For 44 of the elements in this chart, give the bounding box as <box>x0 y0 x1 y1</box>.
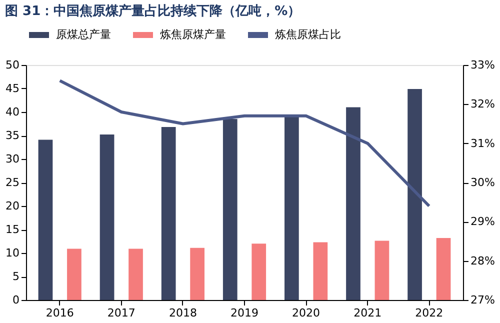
bar <box>67 248 82 300</box>
y2-tick-label: 28% <box>470 254 495 268</box>
y-tick-label: 50 <box>6 58 20 72</box>
bar <box>408 88 422 300</box>
y2-tick-label: 29% <box>470 215 495 228</box>
chart-title: 图 31：中国焦原煤产量占比持续下降（亿吨，%） <box>5 3 301 19</box>
bar <box>313 242 328 300</box>
y-tick-label: 10 <box>6 246 20 260</box>
bar <box>436 238 451 300</box>
bar <box>128 248 143 300</box>
line-series <box>58 79 431 208</box>
y-tick-label: 35 <box>6 129 20 142</box>
y-tick-label: 45 <box>6 82 20 95</box>
bar <box>161 127 176 300</box>
y-tick-label: 5 <box>12 270 20 283</box>
y2-tick-label: 33% <box>470 58 495 72</box>
x-tick-label: 2022 <box>415 306 444 320</box>
x-tick-label: 2018 <box>168 306 197 320</box>
bar <box>374 240 390 300</box>
y-tick-label: 30 <box>6 152 20 166</box>
x-tick-label: 2016 <box>46 306 74 320</box>
y2-tick-label: 32% <box>470 98 495 111</box>
x-tick-label: 2020 <box>292 306 320 320</box>
y-tick-label: 20 <box>6 200 20 212</box>
bar <box>346 107 360 300</box>
y2-tick-label: 31% <box>470 136 495 150</box>
x-tick-label: 2017 <box>107 306 136 320</box>
y2-tick-label: 30% <box>470 176 495 189</box>
bar <box>38 140 53 300</box>
y-tick-label: 25 <box>6 176 20 189</box>
y-tick-label: 40 <box>6 106 20 118</box>
bar <box>100 134 114 300</box>
x-tick-label: 2019 <box>230 306 258 320</box>
legend-label: 原煤总产量 <box>56 28 111 41</box>
y-tick-label: 0 <box>12 294 20 306</box>
bar <box>284 116 299 300</box>
y2-tick-label: 27% <box>470 294 495 306</box>
legend-label: 炼焦原煤产量 <box>160 28 226 41</box>
x-tick-label: 2021 <box>354 306 382 320</box>
bar <box>222 119 238 300</box>
bar <box>252 244 266 300</box>
legend-label: 炼焦原煤占比 <box>275 28 341 41</box>
bar <box>190 248 204 300</box>
y-tick-label: 15 <box>6 223 20 236</box>
